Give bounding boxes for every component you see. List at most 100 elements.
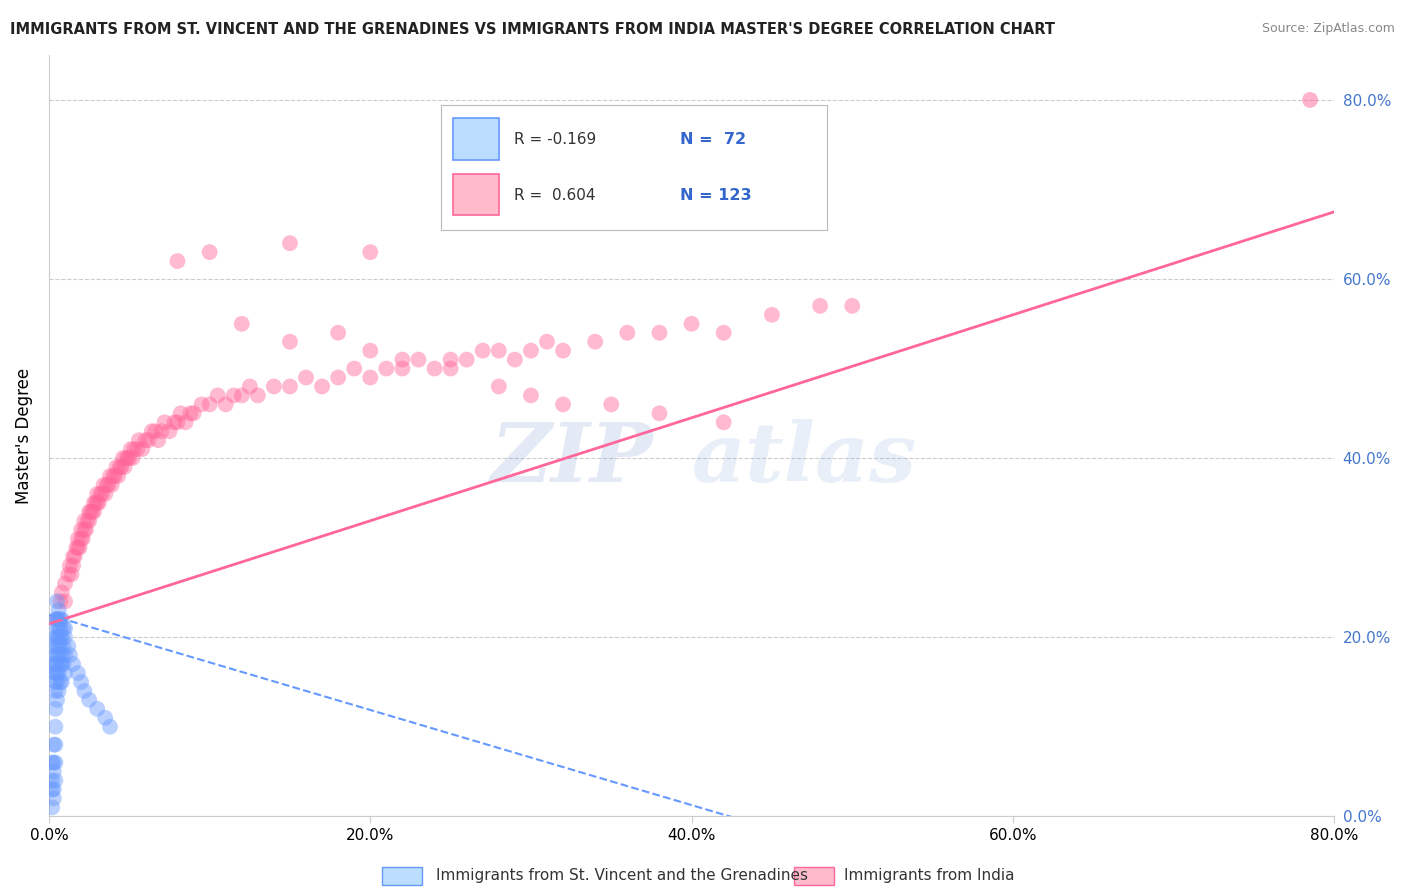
Point — [121, 451, 143, 466]
Point — [44, 612, 66, 626]
Point — [46, 675, 69, 690]
Point — [82, 505, 104, 519]
Point — [681, 317, 703, 331]
Point — [77, 505, 100, 519]
Point — [51, 657, 73, 671]
Point — [41, 756, 63, 770]
Point — [163, 415, 186, 429]
Point — [117, 451, 139, 466]
Point — [100, 478, 122, 492]
Point — [128, 433, 150, 447]
Point — [222, 388, 245, 402]
Text: Source: ZipAtlas.com: Source: ZipAtlas.com — [1261, 22, 1395, 36]
Point — [326, 326, 349, 340]
Point — [70, 532, 93, 546]
Point — [215, 397, 238, 411]
Point — [713, 415, 735, 429]
Point — [48, 603, 70, 617]
Point — [84, 496, 107, 510]
Point — [359, 370, 381, 384]
Point — [60, 567, 83, 582]
Point — [713, 326, 735, 340]
Point — [170, 406, 193, 420]
Point — [41, 782, 63, 797]
Point — [46, 648, 69, 662]
Point — [439, 361, 461, 376]
Point — [551, 343, 574, 358]
Point — [359, 245, 381, 260]
Point — [51, 675, 73, 690]
Point — [111, 451, 134, 466]
Point — [49, 612, 72, 626]
Point — [83, 496, 105, 510]
Point — [104, 469, 127, 483]
Point — [48, 621, 70, 635]
Point — [115, 451, 138, 466]
Point — [86, 487, 108, 501]
Point — [148, 433, 170, 447]
Point — [53, 576, 76, 591]
Point — [114, 460, 136, 475]
Point — [551, 397, 574, 411]
Point — [174, 415, 197, 429]
Point — [75, 523, 97, 537]
Y-axis label: Master's Degree: Master's Degree — [15, 368, 32, 504]
Point — [48, 666, 70, 681]
Point — [408, 352, 430, 367]
Point — [391, 361, 413, 376]
Point — [44, 657, 66, 671]
Point — [138, 433, 160, 447]
Point — [44, 738, 66, 752]
Point — [183, 406, 205, 420]
Point — [58, 639, 80, 653]
Point — [143, 424, 166, 438]
Point — [808, 299, 831, 313]
Point — [44, 684, 66, 698]
Point — [616, 326, 638, 340]
Point — [231, 388, 253, 402]
Point — [46, 612, 69, 626]
Point — [53, 630, 76, 644]
Point — [77, 514, 100, 528]
Point — [49, 639, 72, 653]
Point — [77, 693, 100, 707]
Point — [42, 657, 65, 671]
Point — [295, 370, 318, 384]
Point — [52, 621, 75, 635]
Point — [46, 612, 69, 626]
Point — [120, 442, 142, 457]
Point — [246, 388, 269, 402]
Point — [179, 406, 201, 420]
Point — [46, 594, 69, 608]
Point — [198, 245, 221, 260]
Point — [48, 630, 70, 644]
Point — [49, 675, 72, 690]
Point — [51, 585, 73, 599]
Point — [63, 549, 86, 564]
Point — [52, 639, 75, 653]
Point — [46, 666, 69, 681]
Point — [263, 379, 285, 393]
Point — [1299, 93, 1322, 107]
Point — [44, 666, 66, 681]
Point — [44, 675, 66, 690]
Point — [488, 379, 510, 393]
Point — [841, 299, 863, 313]
Point — [53, 594, 76, 608]
Point — [471, 343, 494, 358]
Point — [46, 621, 69, 635]
Point — [44, 756, 66, 770]
Point — [118, 451, 141, 466]
Point — [583, 334, 606, 349]
Point — [98, 469, 121, 483]
Point — [52, 657, 75, 671]
Point — [343, 361, 366, 376]
Point — [278, 334, 301, 349]
Point — [278, 379, 301, 393]
Point — [58, 567, 80, 582]
Point — [122, 442, 145, 457]
Point — [141, 424, 163, 438]
Point — [42, 639, 65, 653]
Point — [66, 541, 89, 555]
Point — [600, 397, 623, 411]
